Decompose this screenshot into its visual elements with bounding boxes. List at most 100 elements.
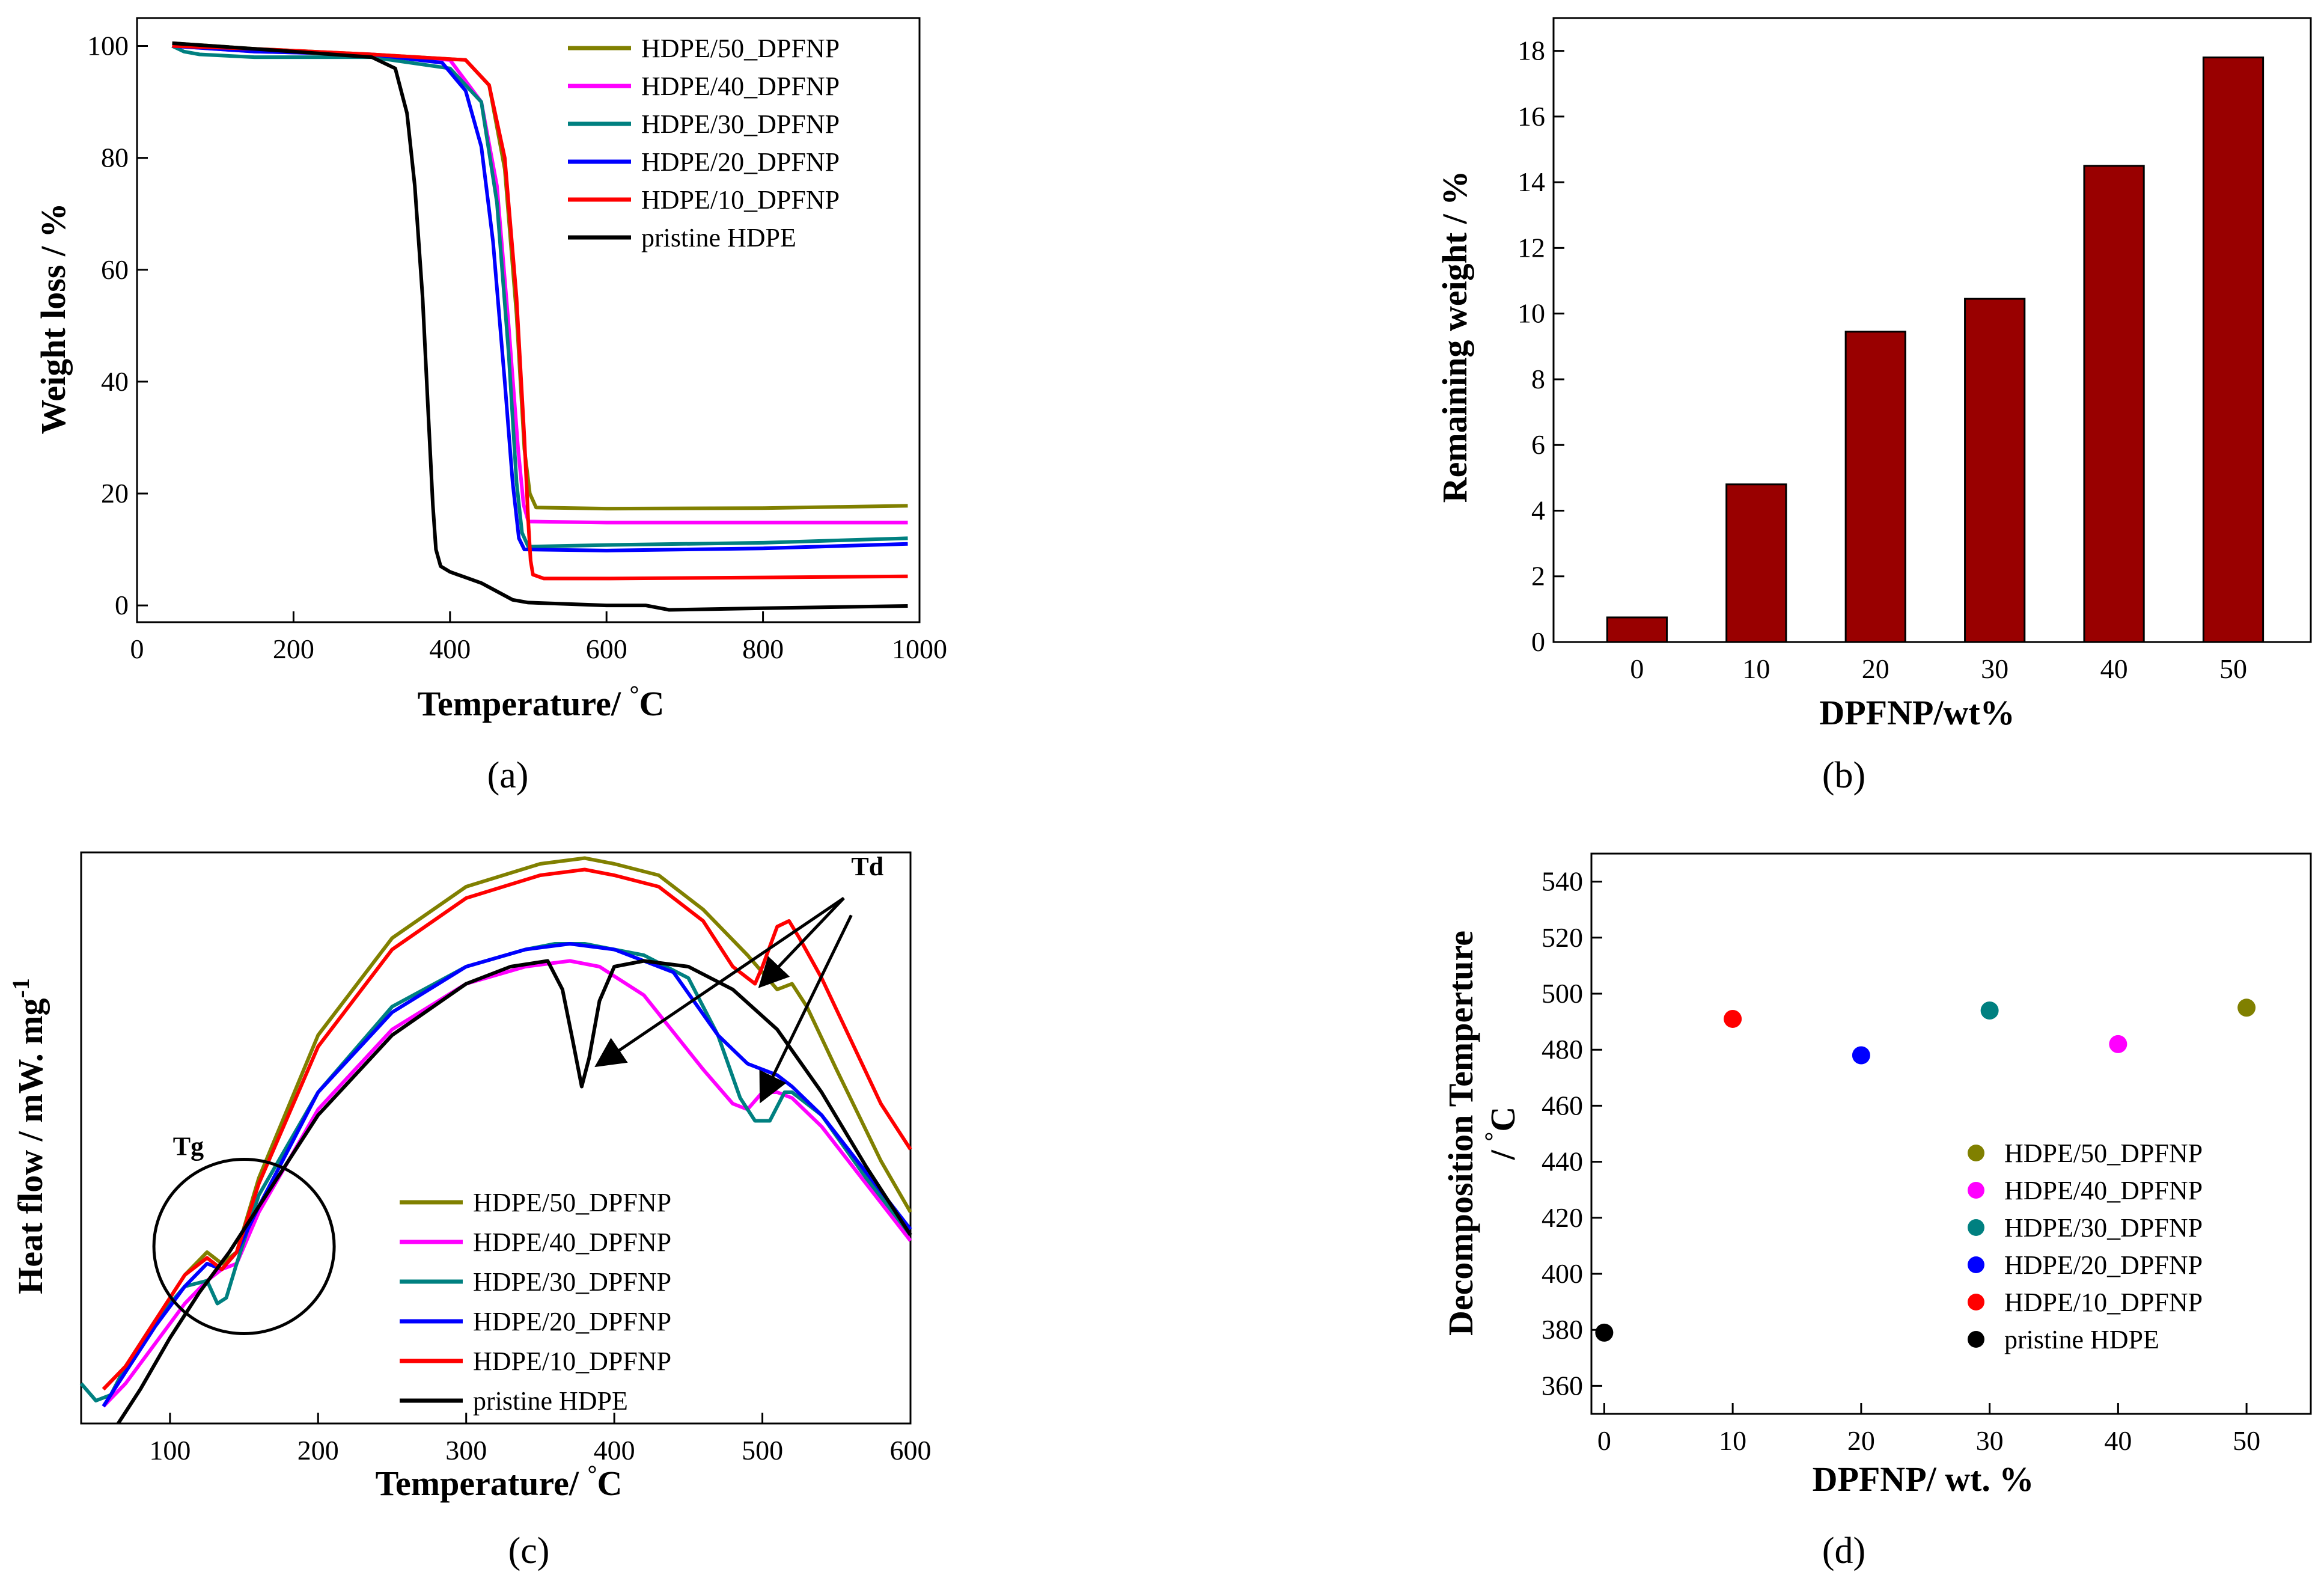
y-tick-label-b: 0 — [1531, 626, 1545, 657]
bar-20 — [1844, 331, 1906, 643]
legend-label-c-hdpe-30-dpfnp: HDPE/30_DPFNP — [473, 1267, 671, 1297]
y-tick-label-d: 380 — [1542, 1314, 1583, 1345]
y-tick-label-d: 420 — [1542, 1202, 1583, 1233]
legend-label-d-hdpe-30-dpfnp: HDPE/30_DPFNP — [2004, 1213, 2203, 1243]
legend-label-c-hdpe-50-dpfnp: HDPE/50_DPFNP — [473, 1188, 671, 1217]
y-tick-label-a: 100 — [87, 31, 129, 61]
panel-a-tga-chart: 0 200 400 600 800 1000 0 20 40 60 80 100 HDPE/50_DPF… — [34, 17, 947, 723]
x-tick-label-b: 30 — [1981, 653, 2008, 684]
y-tick-label-d: 480 — [1542, 1034, 1583, 1065]
legend-label-a-hdpe-30-dpfnp: HDPE/30_DPFNP — [641, 109, 840, 139]
y-tick-label-a: 20 — [101, 478, 129, 509]
x-tick-label-c: 600 — [890, 1435, 932, 1466]
legend-label-d-hdpe-10-dpfnp: HDPE/10_DPFNP — [2004, 1288, 2203, 1317]
y-tick-label-d: 360 — [1542, 1370, 1583, 1401]
legend-label-d-hdpe-50-dpfnp: HDPE/50_DPFNP — [2004, 1139, 2203, 1168]
y-tick-label-a: 60 — [101, 254, 129, 285]
legend-label-c-hdpe-20-dpfnp: HDPE/20_DPFNP — [473, 1307, 671, 1336]
y-tick-label-d: 540 — [1542, 866, 1583, 897]
tg-annotation: Tg — [173, 1132, 204, 1161]
x-tick-label-b: 20 — [1862, 653, 1889, 684]
y-axis-title-d-unit: / °C — [1480, 1107, 1522, 1161]
td-arrow-2 — [759, 914, 853, 1104]
y-axis-title-b: Remaining weight / % — [1435, 171, 1474, 503]
y-axis-title-c: Heat flow / mW. mg-1 — [7, 978, 50, 1294]
panel-label-c: (c) — [508, 1530, 550, 1571]
plot-frame-a — [136, 17, 921, 623]
x-tick-label-d: 10 — [1719, 1425, 1746, 1456]
scatter-point-hdpe-20-dpfnp — [1852, 1046, 1870, 1065]
x-tick-label-c: 500 — [742, 1435, 783, 1466]
x-tick-label-a: 400 — [429, 634, 471, 664]
y-tick-label-a: 40 — [101, 366, 129, 397]
series-line-c-hdpe-20-dpfnp — [102, 942, 912, 1408]
y-tick-label-a: 0 — [115, 590, 129, 620]
series-line-a-hdpe-10-dpfnp — [172, 44, 908, 581]
tg-circle — [152, 1158, 336, 1335]
x-tick-label-d: 50 — [2233, 1425, 2260, 1456]
x-axis-title-b: DPFNP/wt% — [1819, 693, 2014, 732]
y-tick-label-d: 520 — [1542, 922, 1583, 953]
legend-marker-d-hdpe-20-dpfnp — [1968, 1256, 1984, 1273]
y-tick-label-b: 12 — [1517, 232, 1545, 263]
legend-label-d-hdpe-40-dpfnp: HDPE/40_DPFNP — [2004, 1176, 2203, 1205]
series-line-a-pristine-hdpe — [172, 41, 908, 612]
x-tick-label-a: 200 — [273, 634, 314, 664]
td-arrow-0 — [594, 896, 845, 1068]
y-tick-label-d: 440 — [1542, 1146, 1583, 1177]
x-tick-label-d: 20 — [1847, 1425, 1875, 1456]
y-tick-label-d: 400 — [1542, 1258, 1583, 1289]
legend-marker-d-hdpe-10-dpfnp — [1968, 1294, 1984, 1310]
legend-label-a-hdpe-40-dpfnp: HDPE/40_DPFNP — [641, 72, 840, 101]
legend-label-d-pristine-hdpe: pristine HDPE — [2004, 1325, 2159, 1354]
x-tick-label-c: 200 — [297, 1435, 339, 1466]
y-tick-label-d: 460 — [1542, 1090, 1583, 1121]
scatter-point-hdpe-40-dpfnp — [2109, 1035, 2127, 1053]
y-tick-label-b: 14 — [1517, 167, 1545, 197]
scatter-point-pristine-hdpe — [1595, 1323, 1614, 1342]
x-tick-label-d: 30 — [1976, 1425, 2004, 1456]
panel-label-d: (d) — [1822, 1530, 1865, 1571]
panel-c-dsc-chart: 100 200 300 400 500 600 Tg Td HDPE/50_DPFNP HDPE/… — [7, 851, 932, 1503]
x-tick-label-b: 0 — [1630, 653, 1644, 684]
legend-label-a-hdpe-20-dpfnp: HDPE/20_DPFNP — [641, 147, 840, 177]
legend-label-d-hdpe-20-dpfnp: HDPE/20_DPFNP — [2004, 1250, 2203, 1280]
y-tick-label-b: 18 — [1517, 35, 1545, 66]
y-tick-label-b: 10 — [1517, 298, 1545, 329]
x-tick-label-a: 600 — [586, 634, 627, 664]
plot-frame-d — [1590, 852, 2312, 1415]
panel-d-scatter-chart: 0 10 20 30 40 50 360 380 400 420 440 460 480 500 520 54… — [1441, 852, 2312, 1499]
bar-0 — [1606, 616, 1668, 643]
x-tick-label-a: 0 — [130, 634, 144, 664]
x-tick-label-b: 50 — [2219, 653, 2247, 684]
series-line-a-hdpe-30-dpfnp — [171, 44, 908, 549]
plot-frame-c — [80, 851, 912, 1425]
plot-frame-b — [1552, 17, 2312, 643]
y-tick-label-b: 2 — [1531, 561, 1545, 592]
x-tick-label-c: 100 — [149, 1435, 191, 1466]
legend-label-c-hdpe-10-dpfnp: HDPE/10_DPFNP — [473, 1347, 671, 1376]
legend-marker-d-hdpe-40-dpfnp — [1968, 1182, 1984, 1199]
x-tick-label-b: 10 — [1742, 653, 1770, 684]
legend-label-a-pristine-hdpe: pristine HDPE — [641, 223, 796, 252]
y-tick-label-b: 6 — [1531, 429, 1545, 460]
bar-40 — [2083, 165, 2145, 643]
y-axis-title-a: Weight loss / % — [34, 203, 73, 434]
bar-50 — [2202, 57, 2265, 643]
x-axis-title-c: Temperature/ °C — [376, 1460, 623, 1503]
y-tick-label-b: 4 — [1531, 495, 1545, 525]
x-tick-label-a: 1000 — [892, 634, 947, 664]
legend-marker-d-hdpe-50-dpfnp — [1968, 1145, 1984, 1161]
y-tick-label-b: 8 — [1531, 364, 1545, 394]
x-tick-label-c: 300 — [445, 1435, 487, 1466]
legend-marker-d-pristine-hdpe — [1968, 1331, 1984, 1348]
td-arrow-1 — [758, 897, 845, 988]
panel-b-bar-chart: 0 2 4 6 8 10 12 14 16 18 0 10 20 30 40 50 DPFNP/wt% Remai… — [1435, 17, 2312, 732]
x-tick-label-c: 400 — [594, 1435, 635, 1466]
panel-label-a: (a) — [487, 755, 529, 796]
y-tick-label-b: 16 — [1517, 101, 1545, 132]
scatter-point-hdpe-30-dpfnp — [1980, 1001, 1999, 1020]
legend-label-a-hdpe-10-dpfnp: HDPE/10_DPFNP — [641, 185, 840, 215]
x-tick-label-d: 40 — [2104, 1425, 2132, 1456]
